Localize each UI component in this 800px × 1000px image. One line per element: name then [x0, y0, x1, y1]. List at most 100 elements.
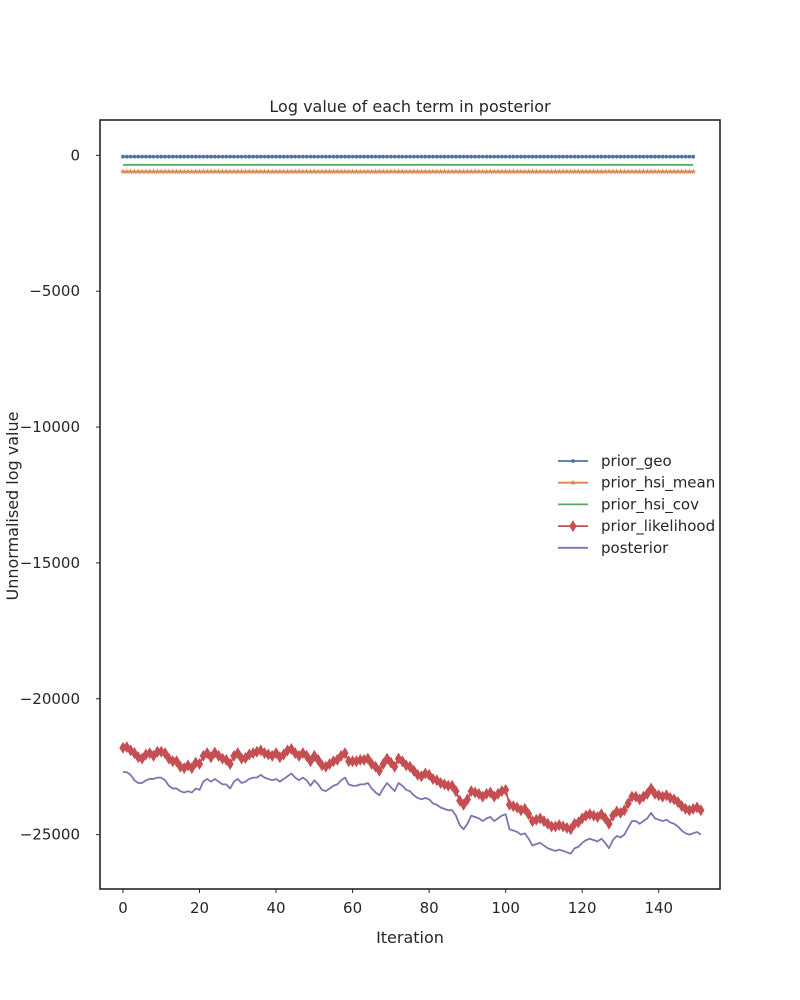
data-point [368, 168, 375, 175]
data-point [502, 168, 509, 175]
data-point [212, 154, 217, 159]
data-point [128, 154, 133, 159]
data-point [341, 747, 349, 760]
data-point [369, 154, 374, 159]
data-point [362, 154, 366, 159]
data-point [655, 168, 662, 175]
data-point [545, 154, 550, 159]
data-point [391, 760, 399, 773]
data-point [621, 168, 628, 175]
data-point [209, 154, 213, 159]
data-point [645, 154, 650, 159]
data-point [590, 168, 597, 175]
legend-item: prior_geo [558, 452, 672, 471]
data-point [226, 758, 234, 771]
data-point [197, 154, 202, 159]
data-point [158, 168, 165, 175]
legend-label: prior_hsi_cov [601, 495, 699, 514]
data-point [404, 154, 409, 159]
data-point [549, 154, 554, 159]
data-point [193, 154, 198, 159]
y-tick-label: −15000 [20, 554, 80, 572]
data-point [349, 168, 356, 175]
data-point [548, 820, 556, 833]
data-point [633, 154, 638, 159]
data-point [521, 168, 528, 175]
data-point [594, 168, 601, 175]
data-point [230, 168, 237, 175]
data-point [433, 774, 441, 787]
data-point [640, 168, 647, 175]
x-tick-label: 20 [190, 899, 209, 917]
data-point [246, 168, 253, 175]
data-point [280, 748, 288, 761]
data-point [131, 168, 138, 175]
data-point [643, 787, 651, 800]
data-point [659, 168, 666, 175]
data-point [219, 168, 226, 175]
data-point [429, 772, 437, 785]
data-point [371, 760, 380, 773]
data-point [492, 154, 497, 159]
x-tick-label: 40 [267, 899, 286, 917]
data-point [587, 154, 592, 159]
data-point [132, 154, 137, 159]
data-point [605, 168, 613, 175]
data-point [177, 168, 184, 175]
data-point [456, 794, 464, 807]
data-point [542, 154, 546, 159]
data-point [410, 764, 418, 777]
data-point [682, 168, 689, 175]
data-point [475, 168, 482, 175]
data-point [399, 168, 406, 175]
data-point [379, 758, 387, 771]
data-point [169, 168, 176, 175]
data-point [663, 168, 670, 175]
data-point [350, 154, 355, 159]
data-point [679, 154, 684, 159]
data-point [398, 755, 406, 768]
y-axis-label: Unnormalised log value [3, 412, 22, 601]
data-point [304, 154, 309, 159]
data-point [318, 759, 326, 772]
data-point [184, 168, 192, 175]
data-point [377, 154, 382, 159]
data-point [681, 802, 690, 815]
data-point [345, 168, 352, 175]
data-point [488, 154, 493, 159]
data-point [507, 154, 512, 159]
data-point [255, 154, 259, 159]
data-point [591, 154, 596, 159]
series-prior_geo [121, 154, 696, 159]
data-point [685, 804, 693, 817]
data-point [590, 809, 598, 822]
x-tick-label: 100 [491, 899, 520, 917]
data-point [303, 749, 311, 762]
data-point [613, 168, 620, 175]
data-point [561, 154, 565, 159]
data-point [637, 154, 642, 159]
data-point [614, 154, 619, 159]
legend-label: prior_geo [601, 452, 672, 471]
chart-title: Log value of each term in posterior [269, 97, 551, 116]
data-point [150, 168, 157, 175]
data-point [533, 168, 540, 175]
data-point [567, 168, 574, 175]
data-point [181, 168, 188, 175]
data-point [163, 154, 167, 159]
data-point [280, 168, 287, 175]
data-point [234, 168, 241, 175]
data-point [414, 168, 421, 175]
data-point [295, 168, 303, 175]
data-point [140, 154, 144, 159]
data-point [580, 154, 585, 159]
data-point [411, 154, 416, 159]
data-point [494, 168, 502, 175]
data-point [357, 168, 364, 175]
data-point [274, 154, 278, 159]
x-tick-label: 0 [118, 899, 128, 917]
data-point [636, 168, 643, 175]
data-point [345, 755, 353, 768]
data-point [467, 785, 475, 798]
data-point [387, 168, 394, 175]
